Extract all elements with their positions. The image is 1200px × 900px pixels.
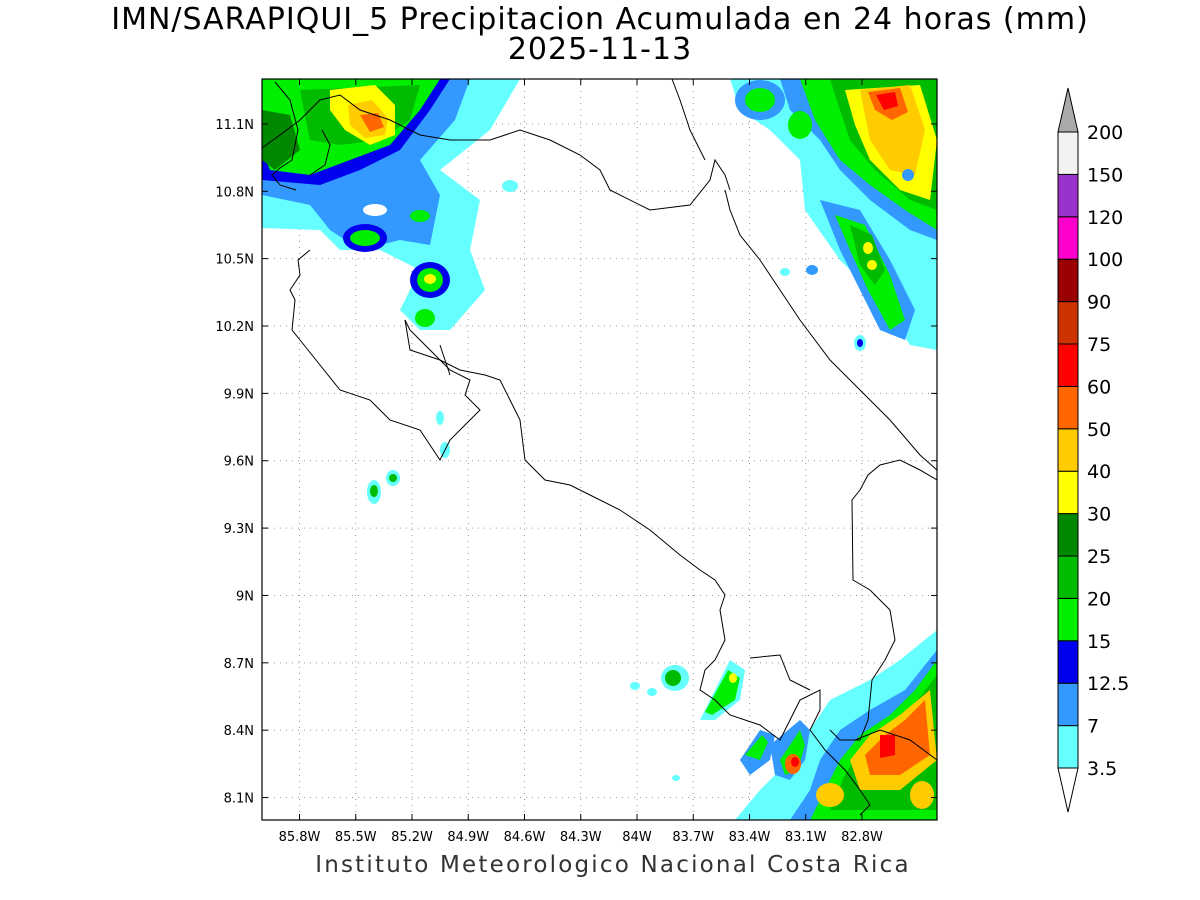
colorbar-swatch	[1057, 428, 1079, 472]
colorbar-label: 200	[1087, 122, 1123, 144]
plot-frame	[261, 78, 938, 821]
lon-tick-label: 84.6W	[504, 830, 546, 845]
colorbar-label: 120	[1087, 207, 1123, 229]
lat-tick-label: 9.9N	[224, 387, 254, 402]
rain-area-northwest	[262, 79, 520, 330]
colorbar-label: 12.5	[1087, 673, 1129, 695]
lat-tick-label: 10.8N	[215, 185, 254, 200]
lon-tick-label: 83.7W	[672, 830, 714, 845]
lat-tick-label: 10.5N	[215, 253, 254, 268]
lon-tick-label: 85.8W	[279, 830, 321, 845]
rain-cells-isolated	[367, 265, 866, 781]
lon-tick-label: 84W	[622, 830, 652, 845]
lon-tick-label: 84.9W	[447, 830, 489, 845]
colorbar-swatch	[1057, 258, 1079, 303]
coastlines	[262, 79, 937, 816]
map-title: IMN/SARAPIQUI_5 Precipitacion Acumulada …	[111, 2, 1089, 37]
lon-tick-label: 84.3W	[560, 830, 602, 845]
colorbar-swatch	[1057, 343, 1079, 387]
lat-tick-label: 8.4N	[224, 724, 254, 739]
colorbar-label: 150	[1087, 164, 1123, 186]
lon-tick-label: 83.4W	[729, 830, 771, 845]
lat-tick-label: 11.1N	[215, 118, 254, 133]
colorbar-label: 15	[1087, 631, 1111, 653]
lat-tick-label: 8.1N	[224, 792, 254, 807]
colorbar-label: 40	[1087, 461, 1111, 483]
map-date: 2025-11-13	[507, 32, 693, 67]
precipitation-field	[262, 79, 937, 820]
colorbar-label: 20	[1087, 588, 1111, 610]
rain-area-southeast	[700, 630, 937, 820]
colorbar-swatch	[1057, 301, 1079, 345]
colorbar-swatch	[1057, 682, 1079, 727]
colorbar-label: 60	[1087, 376, 1111, 398]
colorbar-swatch	[1057, 725, 1079, 769]
colorbar-swatch	[1057, 640, 1079, 684]
colorbar-swatch	[1057, 385, 1079, 430]
footer-credit: Instituto Meteorologico Nacional Costa R…	[315, 852, 911, 878]
lon-tick-label: 85.5W	[335, 830, 377, 845]
colorbar-label: 50	[1087, 419, 1111, 441]
colorbar-lower-arrow	[1057, 767, 1079, 813]
colorbar-label: 75	[1087, 334, 1111, 356]
color-legend: 3.5 7 12.5 15 20 25 30 40 50 60 75 90 100 120 150 200	[1057, 87, 1129, 813]
colorbar-swatch	[1057, 216, 1079, 260]
colorbar-swatch	[1057, 597, 1079, 642]
lat-tick-label: 9N	[236, 589, 254, 604]
colorbar-upper-arrow	[1057, 87, 1079, 133]
colorbar-label: 25	[1087, 546, 1111, 568]
lon-tick-label: 85.2W	[391, 830, 433, 845]
lon-tick-label: 82.8W	[841, 830, 883, 845]
colorbar-label: 3.5	[1087, 758, 1117, 780]
colorbar-label: 7	[1087, 716, 1099, 738]
rain-area-northeast	[730, 79, 937, 350]
colorbar-swatch	[1057, 555, 1079, 599]
colorbar-label: 100	[1087, 249, 1123, 271]
colorbar-swatch	[1057, 131, 1079, 175]
lon-tick-label: 83.1W	[785, 830, 827, 845]
lat-tick-label: 9.6N	[224, 455, 254, 470]
axis-labels: 85.8W 85.5W 85.2W 84.9W 84.6W 84.3W 84W 83.7W 83…	[215, 79, 937, 845]
lat-tick-label: 10.2N	[215, 320, 254, 335]
lat-tick-label: 8.7N	[224, 657, 254, 672]
colorbar-swatch	[1057, 513, 1079, 557]
colorbar-swatch	[1057, 173, 1079, 218]
colorbar-label: 90	[1087, 292, 1111, 314]
colorbar-swatch	[1057, 470, 1079, 515]
lat-tick-label: 9.3N	[224, 522, 254, 537]
colorbar-label: 30	[1087, 504, 1111, 526]
